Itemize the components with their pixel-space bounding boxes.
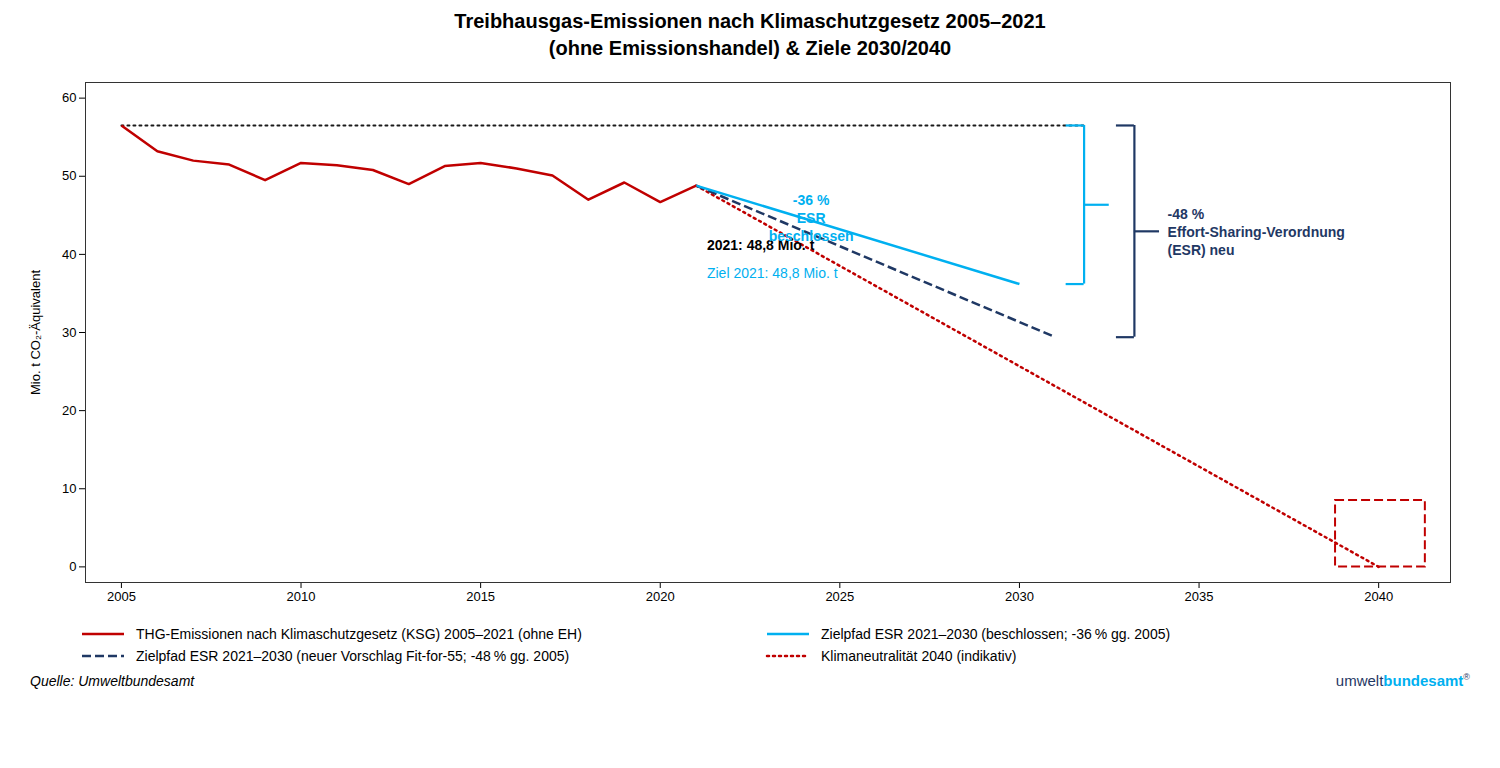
- svg-text:60: 60: [62, 90, 76, 105]
- svg-text:-48 %Effort-Sharing-Verordnung: -48 %Effort-Sharing-Verordnung(ESR) neu: [1168, 206, 1345, 258]
- svg-text:2010: 2010: [287, 589, 316, 604]
- svg-text:2040: 2040: [1364, 589, 1393, 604]
- html-text:Klimaneutralität 2040 (indikat: Klimaneutralität 2040 (indikativ): [821, 648, 1017, 664]
- html-text:Zielpfad ESR 2021–2030 (neuer: Zielpfad ESR 2021–2030 (neuer Vorschlag …: [136, 648, 570, 664]
- svg-text:2020: 2020: [646, 589, 675, 604]
- html-text:THG-Emissionen nach Klimaschut: THG-Emissionen nach Klimaschutzgesetz (K…: [136, 626, 582, 642]
- html-text:(ohne Emissionshandel) & Ziele: (ohne Emissionshandel) & Ziele 2030/2040: [548, 37, 952, 59]
- svg-text:2035: 2035: [1185, 589, 1214, 604]
- svg-text:2030: 2030: [1005, 589, 1034, 604]
- html-text:Quelle: Umweltbundesamt: Quelle: Umweltbundesamt: [30, 673, 195, 689]
- svg-text:2015: 2015: [466, 589, 495, 604]
- svg-text:10: 10: [62, 481, 76, 496]
- svg-text:Ziel 2021: 48,8 Mio. t: Ziel 2021: 48,8 Mio. t: [707, 265, 838, 281]
- html-text:Treibhausgas-Emissionen nach K: Treibhausgas-Emissionen nach Klimaschutz…: [454, 10, 1046, 32]
- svg-text:2021: 48,8 Mio. t: 2021: 48,8 Mio. t: [706, 237, 815, 254]
- svg-text:20: 20: [62, 403, 76, 418]
- html-text:Zielpfad ESR 2021–2030 (beschl: Zielpfad ESR 2021–2030 (beschlossen; -36…: [821, 626, 1171, 642]
- svg-text:Mio. t CO₂-Äquivalent: Mio. t CO₂-Äquivalent: [28, 270, 43, 395]
- svg-text:2025: 2025: [825, 589, 854, 604]
- svg-text:0: 0: [69, 559, 76, 574]
- svg-text:2005: 2005: [107, 589, 136, 604]
- svg-text:50: 50: [62, 168, 76, 183]
- html-text:umwelt bundesamt®: umwelt bundesamt®: [1335, 672, 1470, 689]
- svg-text:30: 30: [62, 325, 76, 340]
- svg-text:-36 %ESRbeschlossen: -36 %ESRbeschlossen: [769, 192, 854, 244]
- svg-text:40: 40: [62, 247, 76, 262]
